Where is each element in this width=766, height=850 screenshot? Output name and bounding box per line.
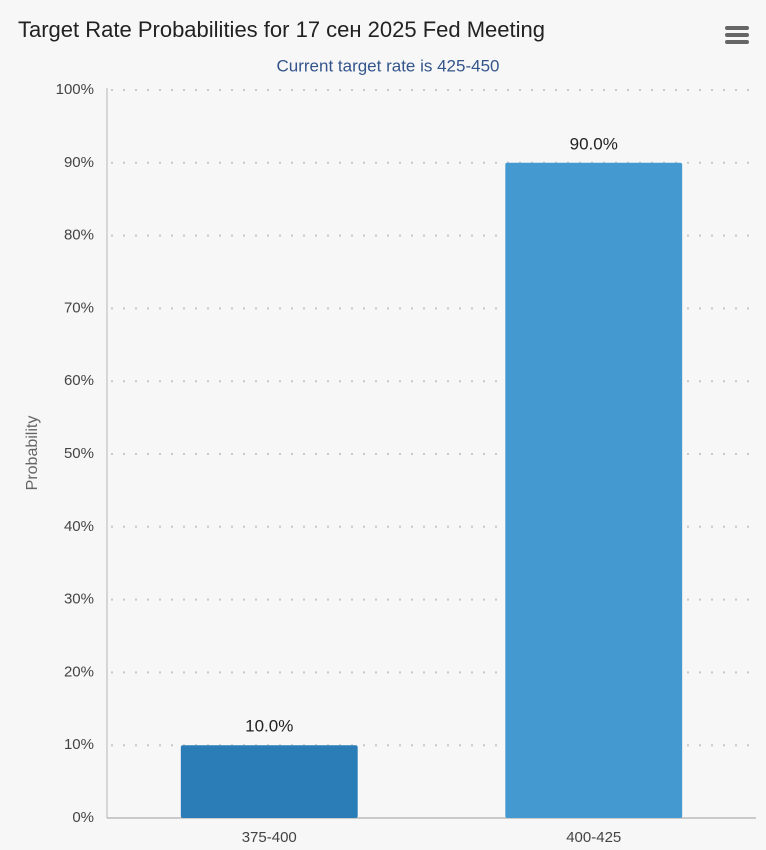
- data-label: 90.0%: [570, 134, 618, 153]
- y-tick-label: 30%: [64, 591, 94, 608]
- chart-subtitle: Current target rate is 425-450: [276, 56, 499, 75]
- bar: [180, 745, 358, 818]
- y-tick-label: 50%: [64, 445, 94, 462]
- data-label: 10.0%: [245, 717, 293, 736]
- y-tick-label: 10%: [64, 736, 94, 753]
- x-tick-label: 375-400: [242, 829, 297, 846]
- menu-bar: [725, 40, 749, 44]
- menu-button[interactable]: [725, 26, 749, 44]
- y-axis-label: Probability: [24, 416, 41, 491]
- y-tick-label: 70%: [64, 299, 94, 316]
- y-tick-label: 90%: [64, 154, 94, 171]
- chart-title: Target Rate Probabilities for 17 сен 202…: [18, 17, 545, 42]
- x-tick-label: 400-425: [566, 829, 621, 846]
- y-tick-label: 0%: [72, 809, 94, 826]
- menu-bar: [725, 26, 749, 30]
- y-tick-label: 20%: [64, 663, 94, 680]
- y-tick-label: 40%: [64, 518, 94, 535]
- y-tick-label: 60%: [64, 372, 94, 389]
- y-tick-label: 80%: [64, 227, 94, 244]
- menu-bar: [725, 33, 749, 37]
- bar: [505, 162, 683, 819]
- y-tick-label: 100%: [56, 81, 94, 98]
